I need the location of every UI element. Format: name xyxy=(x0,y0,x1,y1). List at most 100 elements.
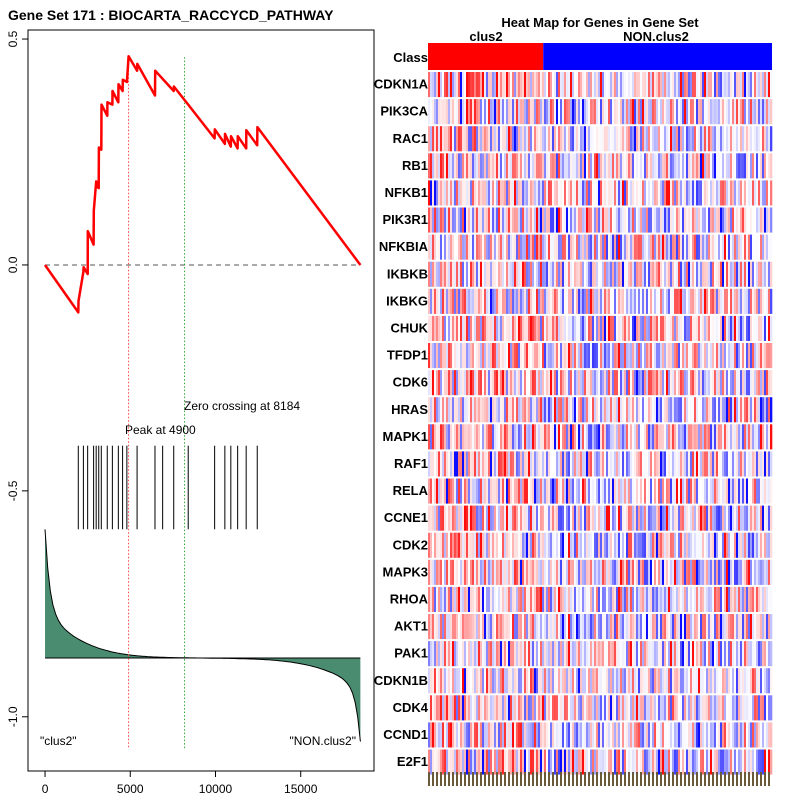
heatmap-cell xyxy=(506,722,509,748)
heatmap-cell xyxy=(454,559,457,585)
heatmap-cell xyxy=(430,641,433,667)
heatmap-cell xyxy=(490,532,493,558)
heatmap-cell xyxy=(624,261,627,287)
heatmap-cell xyxy=(768,370,771,396)
heatmap-cell xyxy=(538,315,541,341)
heatmap-cell xyxy=(540,153,543,179)
heatmap-cell xyxy=(694,559,697,585)
heatmap-cell xyxy=(676,478,679,504)
heatmap-cell xyxy=(740,343,743,369)
heatmap-cell xyxy=(750,722,753,748)
heatmap-cell xyxy=(612,641,615,667)
heatmap-cell xyxy=(444,532,447,558)
heatmap-cell xyxy=(704,288,707,314)
heatmap-cell xyxy=(430,126,433,152)
heatmap-cell xyxy=(744,153,747,179)
heatmap-cell xyxy=(512,586,515,612)
heatmap-cell xyxy=(712,614,715,640)
heatmap-cell xyxy=(664,288,667,314)
heatmap-cell xyxy=(710,722,713,748)
heatmap-cell xyxy=(722,72,725,98)
heatmap-cell xyxy=(476,641,479,667)
heatmap-cell xyxy=(508,72,511,98)
heatmap-cell xyxy=(490,234,493,260)
heatmap-cell xyxy=(740,478,743,504)
heatmap-cell xyxy=(714,153,717,179)
heatmap-cell xyxy=(760,614,763,640)
heatmap-cell xyxy=(742,668,745,694)
heatmap-cell xyxy=(512,288,515,314)
heatmap-cell xyxy=(636,126,639,152)
heatmap-cell xyxy=(578,695,581,721)
heatmap-cell xyxy=(718,722,721,748)
heatmap-cell xyxy=(702,505,705,531)
sample-label-mark xyxy=(564,772,566,786)
heatmap-cell xyxy=(490,261,493,287)
heatmap-cell xyxy=(546,586,549,612)
heatmap-cell xyxy=(484,126,487,152)
heatmap-cell xyxy=(724,153,727,179)
heatmap-cell xyxy=(440,722,443,748)
heatmap-cell xyxy=(558,532,561,558)
heatmap-cell xyxy=(632,614,635,640)
heatmap-cell xyxy=(550,370,553,396)
heatmap-cell xyxy=(466,695,469,721)
heatmap-cell xyxy=(694,343,697,369)
heatmap-cell xyxy=(618,722,621,748)
heatmap-cell xyxy=(762,478,765,504)
heatmap-cell xyxy=(698,180,701,206)
heatmap-cell xyxy=(484,288,487,314)
heatmap-cell xyxy=(450,343,453,369)
heatmap-cell xyxy=(436,153,439,179)
sample-label-mark xyxy=(768,772,770,786)
heatmap-cell xyxy=(720,722,723,748)
heatmap-cell xyxy=(768,749,771,775)
heatmap-cell xyxy=(634,315,637,341)
heatmap-cell xyxy=(702,207,705,233)
heatmap-cell xyxy=(758,722,761,748)
heatmap-cell xyxy=(436,532,439,558)
heatmap-cell xyxy=(522,343,525,369)
heatmap-cell xyxy=(626,586,629,612)
heatmap-cell xyxy=(460,478,463,504)
heatmap-cell xyxy=(764,641,767,667)
heatmap-cell xyxy=(584,234,587,260)
heatmap-cell xyxy=(704,668,707,694)
heatmap-cell xyxy=(716,234,719,260)
sample-label-mark xyxy=(456,772,458,786)
heatmap-cell xyxy=(476,234,479,260)
heatmap-cell xyxy=(468,397,471,423)
heatmap-cell xyxy=(480,234,483,260)
heatmap-cell xyxy=(658,153,661,179)
heatmap-cell xyxy=(664,207,667,233)
heatmap-cell xyxy=(766,505,769,531)
heatmap-cell xyxy=(448,288,451,314)
heatmap-cell xyxy=(688,180,691,206)
heatmap-cell xyxy=(716,126,719,152)
heatmap-cell xyxy=(430,749,433,775)
heatmap-cell xyxy=(620,424,623,450)
heatmap-row xyxy=(428,641,773,667)
heatmap-cell xyxy=(662,749,665,775)
heatmap-cell xyxy=(522,505,525,531)
heatmap-cell xyxy=(474,424,477,450)
heatmap-cell xyxy=(612,370,615,396)
heatmap-cell xyxy=(464,370,467,396)
heatmap-cell xyxy=(446,505,449,531)
heatmap-cell xyxy=(660,153,663,179)
heatmap-cell xyxy=(688,532,691,558)
heatmap-cell xyxy=(636,180,639,206)
sample-label-mark xyxy=(624,772,626,786)
heatmap-cell xyxy=(640,343,643,369)
heatmap-cell xyxy=(460,614,463,640)
heatmap-cell xyxy=(608,153,611,179)
heatmap-cell xyxy=(630,234,633,260)
heatmap-cell xyxy=(630,370,633,396)
heatmap-cell xyxy=(542,99,545,125)
heatmap-cell xyxy=(544,478,547,504)
heatmap-cell xyxy=(456,126,459,152)
heatmap-cell xyxy=(682,234,685,260)
heatmap-cell xyxy=(722,261,725,287)
heatmap-cell xyxy=(494,180,497,206)
sample-label-mark xyxy=(712,772,714,786)
